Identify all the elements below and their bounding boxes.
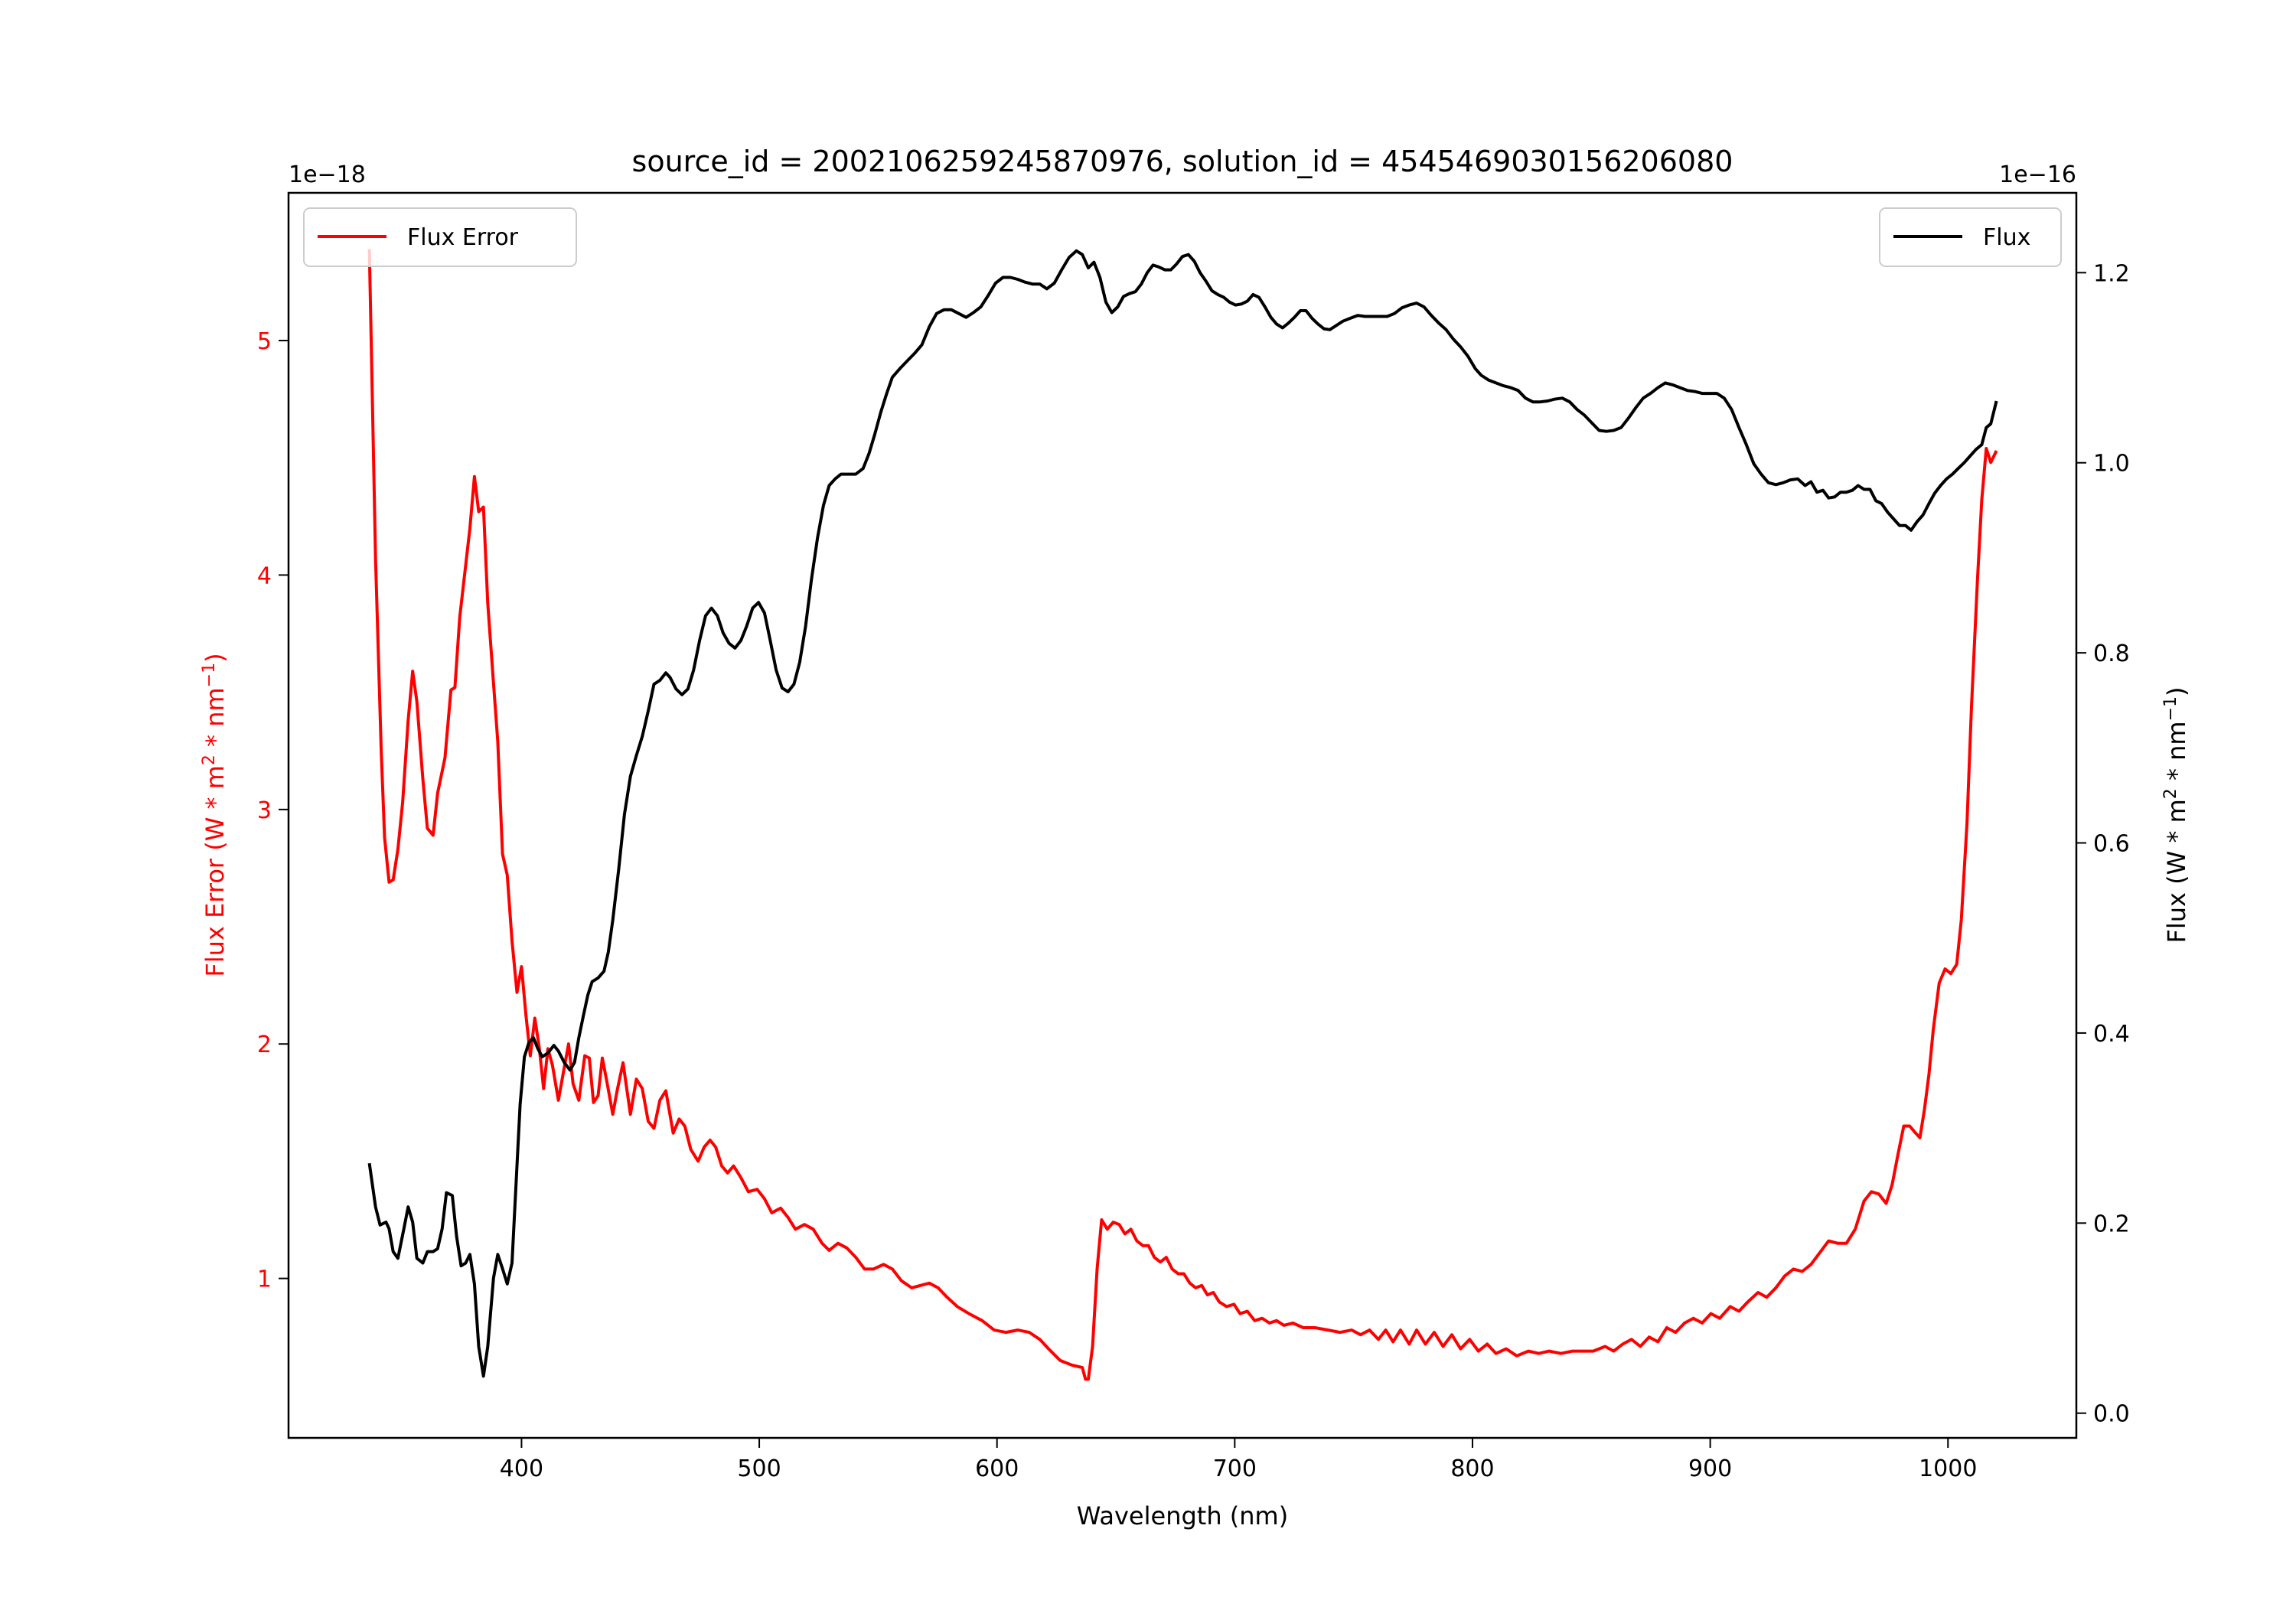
left-offset-text: 1e−18 [289, 161, 366, 188]
x-tick-label: 800 [1450, 1455, 1494, 1482]
x-tick-label: 900 [1688, 1455, 1732, 1482]
right-y-tick-label: 0.0 [2093, 1401, 2130, 1428]
right-label-part: Flux (W * m [2162, 799, 2191, 943]
x-tick-label: 600 [975, 1455, 1019, 1482]
left-y-tick-label: 3 [257, 797, 272, 824]
flux-line [367, 249, 1998, 1378]
right-y-axis-label: Flux (W * m2 * nm−1) [2161, 686, 2191, 943]
right-y-tick-label: 0.8 [2093, 641, 2130, 667]
flux-error-line [367, 249, 1998, 1381]
right-y-tick-label: 0.2 [2093, 1211, 2130, 1237]
left-label-part: ) [201, 653, 230, 662]
x-tick-label: 700 [1213, 1455, 1257, 1482]
x-tick-label: 1000 [1919, 1455, 1977, 1482]
right-y-tick-label: 0.4 [2093, 1021, 2130, 1048]
left-y-tick-label: 4 [257, 562, 272, 589]
right-offset-text: 1e−16 [1999, 161, 2076, 188]
right-label-part: * nm [2162, 721, 2191, 788]
left-y-tick-label: 5 [257, 328, 272, 355]
x-tick-label: 400 [500, 1455, 543, 1482]
right-y-tick-label: 0.6 [2093, 831, 2130, 858]
right-label-part: ) [2162, 686, 2191, 696]
left-y-axis-label: Flux Error (W * m2 * nm−1) [200, 653, 230, 976]
legend-flux-error: Flux Error [303, 207, 577, 267]
legend-label: Flux Error [407, 224, 519, 251]
legend-flux: Flux [1879, 207, 2062, 267]
left-label-part: * nm [201, 687, 230, 755]
series-layer [367, 249, 1998, 1381]
right-label-sup: −1 [2161, 696, 2180, 721]
left-label-sup: −1 [200, 663, 219, 687]
x-axis-label: Wavelength (nm) [1077, 1501, 1288, 1530]
left-y-tick-label: 2 [257, 1032, 272, 1058]
x-tick-label: 500 [737, 1455, 781, 1482]
left-y-tick-label: 1 [257, 1266, 272, 1293]
left-label-part: Flux Error (W * m [201, 765, 230, 977]
left-label-sup: 2 [200, 755, 219, 765]
left-y-axis: 1 2 3 4 5 [257, 328, 289, 1293]
x-axis: 400 500 600 700 800 900 1000 [500, 1438, 1977, 1482]
legend-label: Flux [1983, 224, 2030, 251]
plot-frame [287, 191, 2078, 1439]
right-y-tick-label: 1.0 [2093, 451, 2130, 478]
chart-title: source_id = 2002106259245870976, solutio… [632, 145, 1733, 178]
right-y-axis: 0.0 0.2 0.4 0.6 0.8 1.0 1.2 [2076, 260, 2130, 1428]
right-y-tick-label: 1.2 [2093, 260, 2130, 287]
right-label-sup: 2 [2161, 788, 2180, 799]
